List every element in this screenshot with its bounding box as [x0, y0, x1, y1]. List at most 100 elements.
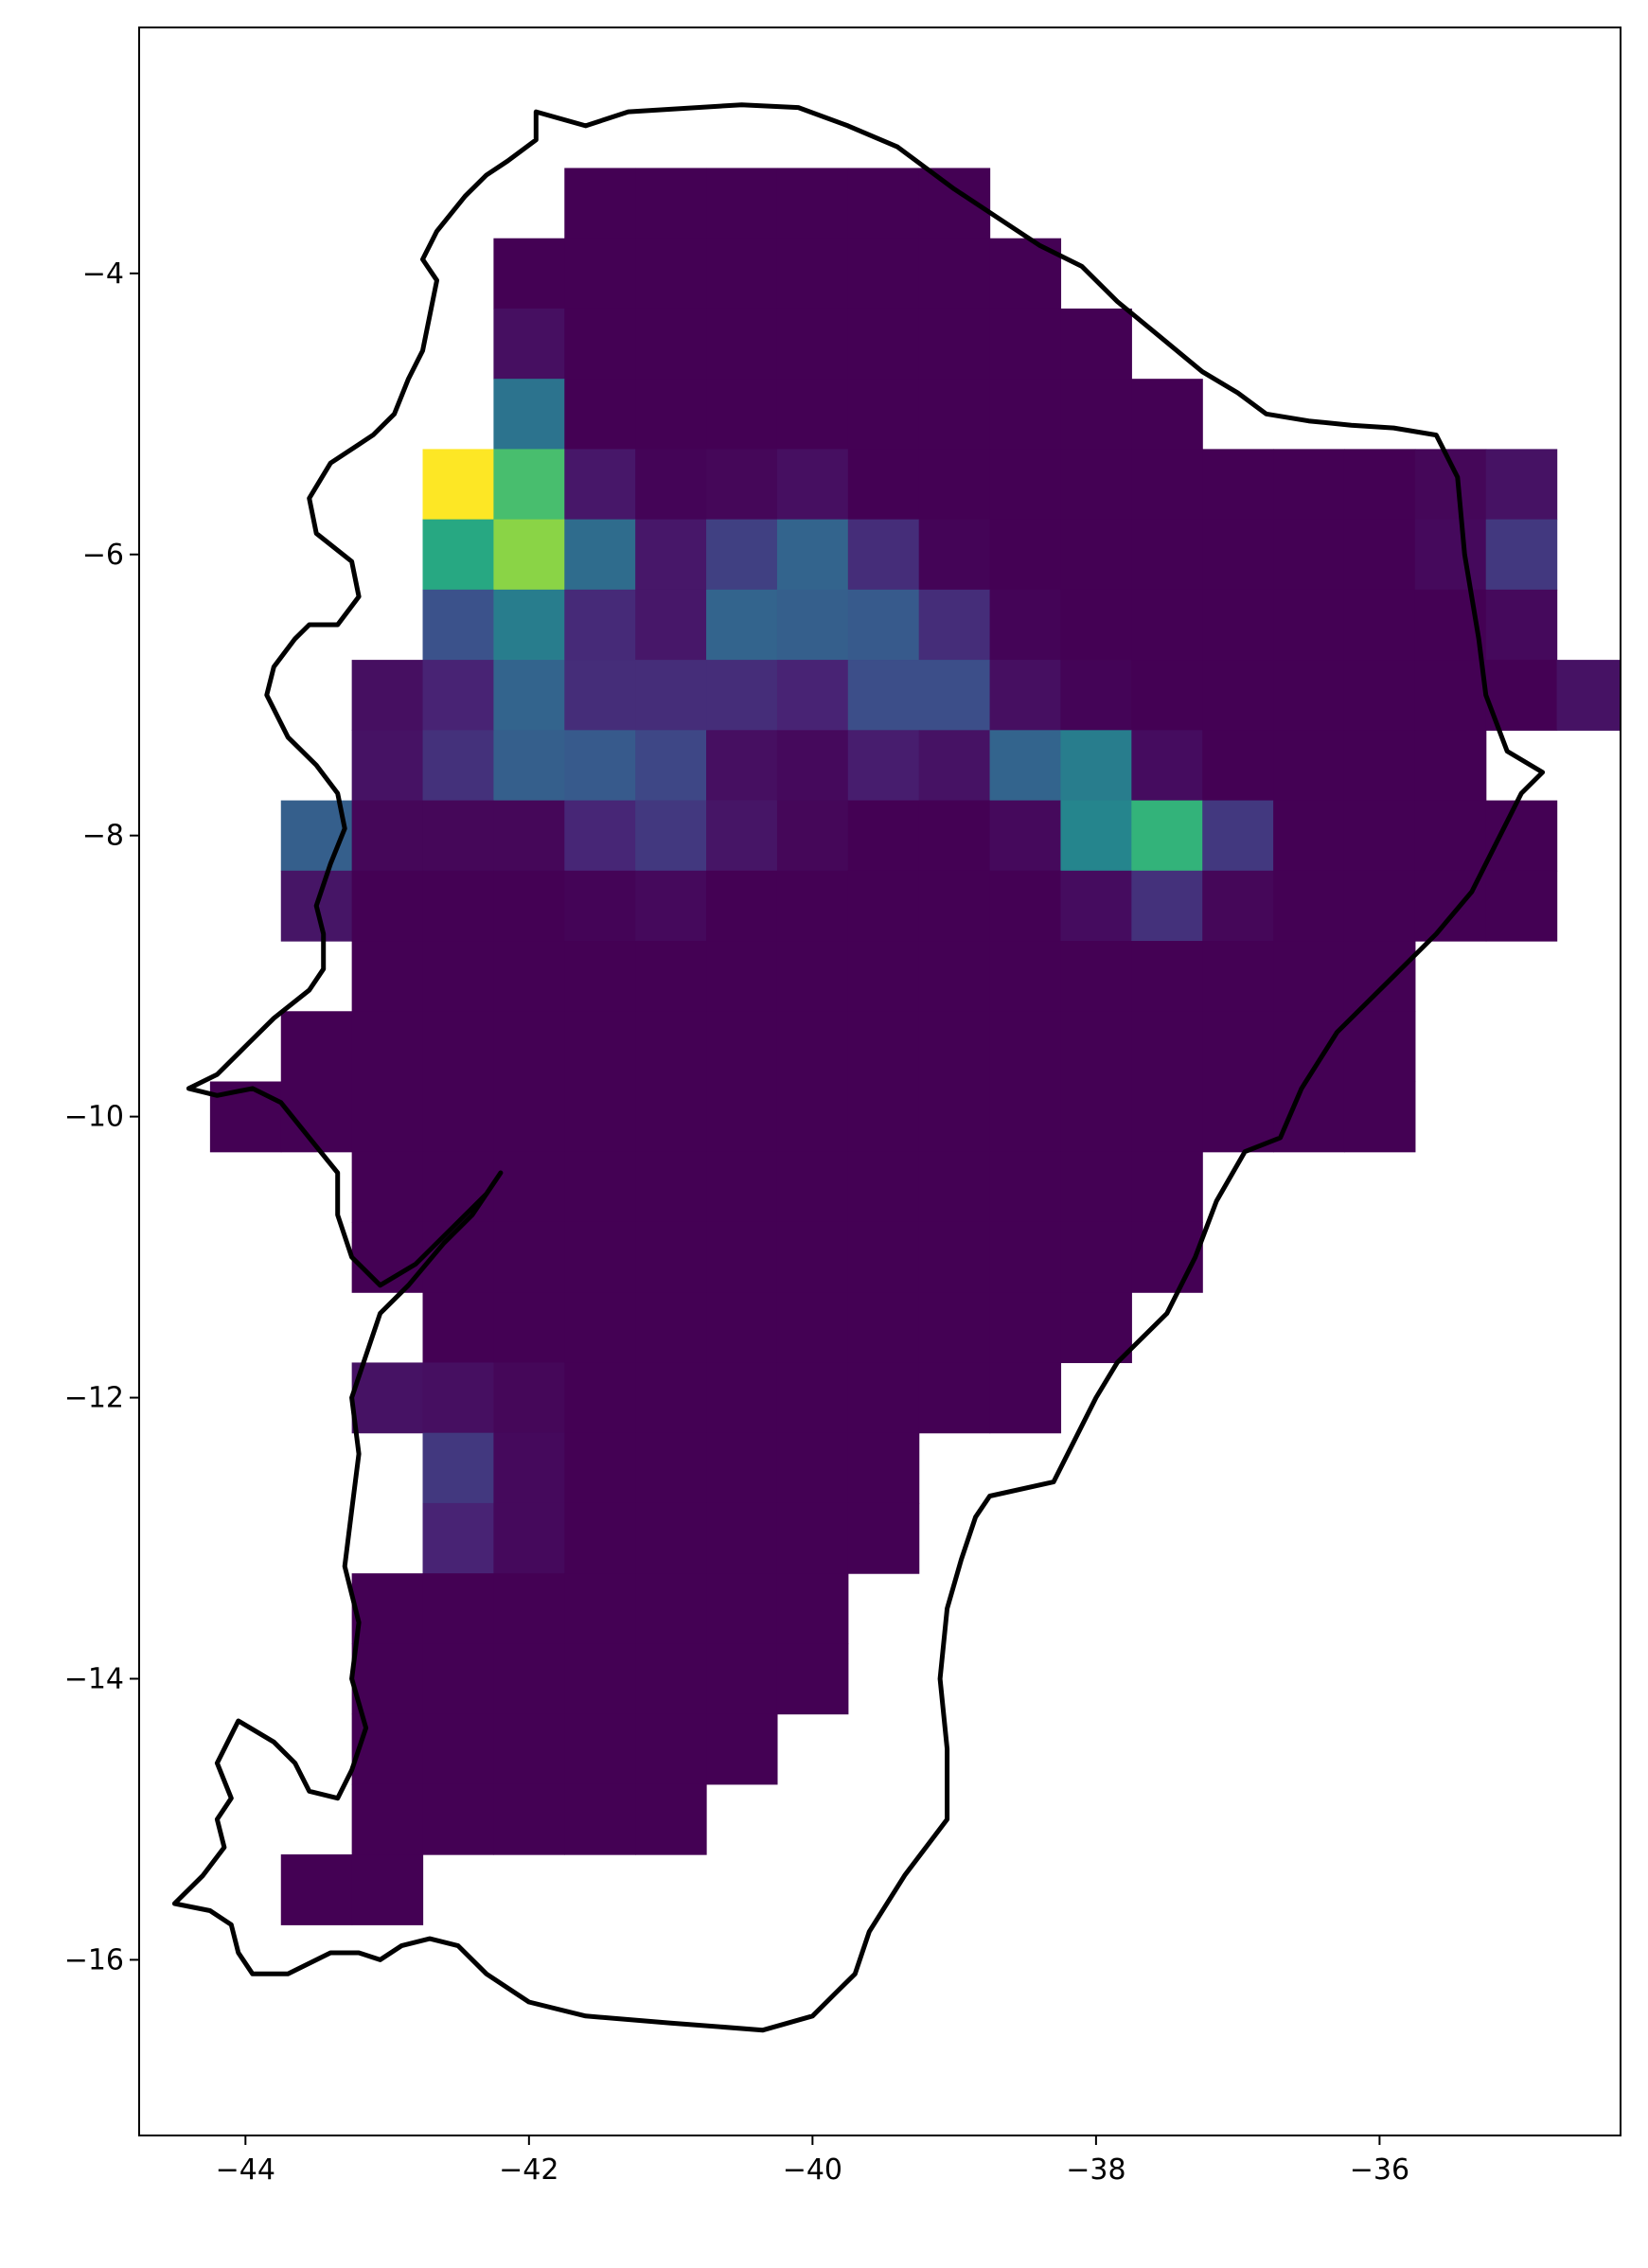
heatmap-cell	[1060, 800, 1132, 872]
heatmap-cell	[1202, 870, 1274, 942]
heatmap-cell	[918, 519, 991, 591]
heatmap-cell	[422, 589, 494, 661]
heatmap-cell	[1202, 941, 1274, 1012]
heatmap-cell	[564, 449, 636, 521]
heatmap-cell	[706, 660, 778, 731]
heatmap-cell	[1060, 1081, 1132, 1153]
heatmap-cell	[847, 870, 920, 942]
heatmap-cell	[422, 1783, 494, 1855]
heatmap-cell	[635, 1502, 707, 1574]
plot-area	[171, 102, 1621, 2033]
heatmap-cell	[564, 1643, 636, 1715]
heatmap-cell	[776, 519, 849, 591]
heatmap-cell	[1131, 449, 1203, 521]
heatmap-cell	[918, 730, 991, 802]
heatmap-cell	[280, 1854, 353, 1925]
heatmap-cell	[706, 168, 778, 239]
heatmap-cell	[1273, 589, 1345, 661]
heatmap-cell	[1060, 589, 1132, 661]
heatmap-cell	[1060, 308, 1132, 380]
x-axis: −44 −42 −40 −38 −36	[216, 2135, 1409, 2187]
heatmap-cell	[1414, 660, 1487, 731]
heatmap-cell	[989, 1081, 1062, 1153]
heatmap-cell	[1273, 800, 1345, 872]
heatmap-cell	[635, 519, 707, 591]
heatmap-cell	[1202, 1081, 1274, 1153]
heatmap-cell	[1485, 800, 1558, 872]
heatmap-cell	[918, 449, 991, 521]
heatmap-cell	[422, 1713, 494, 1785]
heatmap-cell	[918, 800, 991, 872]
heatmap-cell	[1556, 660, 1621, 731]
heatmap-cell	[1060, 379, 1132, 450]
heatmap-cell	[635, 449, 707, 521]
heatmap-cell	[635, 660, 707, 731]
heatmap-cell	[635, 1643, 707, 1715]
heatmap-cell	[493, 379, 565, 450]
heatmap-cell	[564, 1573, 636, 1644]
heatmap-cell	[847, 168, 920, 239]
heatmap-cell	[706, 1151, 778, 1223]
heatmap-cell	[989, 379, 1062, 450]
heatmap-cell	[493, 449, 565, 521]
heatmap-cell	[564, 660, 636, 731]
heatmap-cell	[918, 238, 991, 310]
heatmap-cell	[776, 1221, 849, 1293]
heatmap-cell	[1273, 941, 1345, 1012]
heatmap-cell	[1202, 730, 1274, 802]
heatmap-cell	[989, 449, 1062, 521]
heatmap-cell	[1343, 1011, 1416, 1083]
heatmap-cell	[1202, 449, 1274, 521]
heatmap-cell	[1060, 730, 1132, 802]
heatmap-cell	[918, 1151, 991, 1223]
heatmap-cell	[776, 449, 849, 521]
heatmap-cell	[493, 1502, 565, 1574]
heatmap-cell	[422, 1011, 494, 1083]
heatmap-cell	[351, 730, 424, 802]
x-tick-label: −44	[216, 2153, 275, 2187]
heatmap-cell	[635, 1292, 707, 1364]
heatmap-cell	[706, 1643, 778, 1715]
heatmap-cell	[422, 1292, 494, 1364]
heatmap-cell	[918, 308, 991, 380]
heatmap-cell	[493, 1783, 565, 1855]
x-tick-label: −42	[499, 2153, 558, 2187]
heatmap-cell	[776, 1292, 849, 1364]
heatmap-cell	[1202, 1011, 1274, 1083]
heatmap-cell	[989, 660, 1062, 731]
heatmap-cell	[635, 238, 707, 310]
heatmap-cell	[776, 660, 849, 731]
heatmap-cell	[493, 519, 565, 591]
heatmap-cell	[989, 870, 1062, 942]
heatmap-cell	[847, 1151, 920, 1223]
heatmap-cell	[706, 941, 778, 1012]
heatmap-cell	[635, 1713, 707, 1785]
heatmap-cell	[1273, 660, 1345, 731]
heatmap-cell	[1060, 449, 1132, 521]
heatmap-cell	[776, 379, 849, 450]
heatmap-cell	[1131, 1151, 1203, 1223]
heatmap-cell	[776, 1011, 849, 1083]
heatmap-cell	[493, 1292, 565, 1364]
heatmap-cell	[422, 1643, 494, 1715]
y-tick-label: −12	[64, 1382, 124, 1415]
heatmap-cell	[989, 589, 1062, 661]
y-tick-label: −10	[64, 1101, 124, 1134]
heatmap-cell	[351, 1081, 424, 1153]
heatmap-cell	[635, 870, 707, 942]
heatmap-cell	[1485, 449, 1558, 521]
y-tick-label: −8	[82, 820, 124, 853]
heatmap-cell	[1131, 730, 1203, 802]
heatmap-cell	[1060, 870, 1132, 942]
heatmap-cell	[564, 1292, 636, 1364]
heatmap-cell	[847, 589, 920, 661]
heatmap-cell	[776, 1081, 849, 1153]
heatmap-cell	[1202, 589, 1274, 661]
heatmap-cell	[564, 941, 636, 1012]
heatmap-cell	[493, 1151, 565, 1223]
heatmap-cell	[635, 308, 707, 380]
heatmap-cell	[706, 519, 778, 591]
heatmap-cell	[635, 1151, 707, 1223]
heatmap-cell	[847, 1081, 920, 1153]
